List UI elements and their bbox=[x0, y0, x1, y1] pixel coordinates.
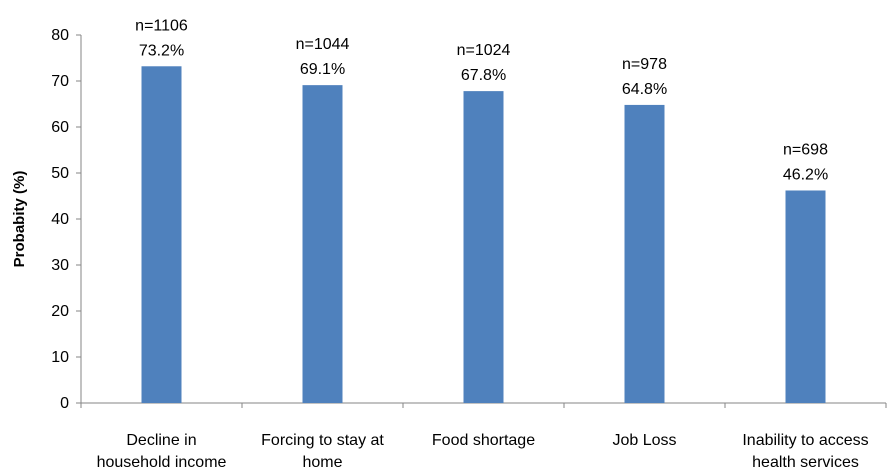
value-label: 67.8% bbox=[461, 67, 506, 84]
y-tick-label: 30 bbox=[51, 257, 69, 274]
value-label: 64.8% bbox=[622, 81, 667, 98]
x-axis: Decline in household income Forcing to sta… bbox=[80, 402, 887, 471]
x-category-label: Decline in bbox=[126, 432, 196, 449]
count-label: n=1044 bbox=[296, 36, 350, 53]
bars bbox=[141, 66, 826, 404]
x-category-label: Forcing to stay at bbox=[261, 432, 384, 449]
value-label: 69.1% bbox=[300, 61, 345, 78]
value-label: 73.2% bbox=[139, 42, 184, 59]
y-tick-label: 40 bbox=[51, 211, 69, 228]
count-label: n=1024 bbox=[457, 42, 511, 59]
x-category-label: Food shortage bbox=[432, 432, 535, 449]
y-tick-label: 0 bbox=[60, 395, 69, 412]
y-tick-label: 80 bbox=[51, 27, 69, 44]
bar bbox=[302, 85, 343, 403]
y-tick-label: 50 bbox=[51, 165, 69, 182]
y-axis: 0 10 20 30 40 50 60 70 80 bbox=[51, 27, 82, 412]
y-tick-label: 10 bbox=[51, 349, 69, 366]
x-category-label: Inability to access bbox=[742, 432, 868, 449]
x-category-label: household income bbox=[97, 454, 227, 471]
count-label: n=1106 bbox=[135, 17, 188, 34]
bar bbox=[785, 190, 826, 403]
value-label: 46.2% bbox=[783, 166, 828, 183]
y-tick-label: 20 bbox=[51, 303, 69, 320]
x-category-label: home bbox=[302, 454, 342, 471]
y-axis-title: Probabity (%) bbox=[11, 171, 28, 268]
y-tick-label: 70 bbox=[51, 73, 69, 90]
data-labels: 73.2% n=1106 69.1% n=1044 67.8% n=1024 64.8% n=… bbox=[135, 17, 828, 183]
count-label: n=978 bbox=[622, 56, 667, 73]
x-category-label: Job Loss bbox=[612, 432, 676, 449]
count-label: n=698 bbox=[783, 141, 828, 158]
x-category-label: health services bbox=[752, 454, 859, 471]
bar bbox=[463, 91, 504, 404]
y-tick-label: 60 bbox=[51, 119, 69, 136]
bar bbox=[141, 66, 182, 403]
bar bbox=[624, 104, 665, 404]
